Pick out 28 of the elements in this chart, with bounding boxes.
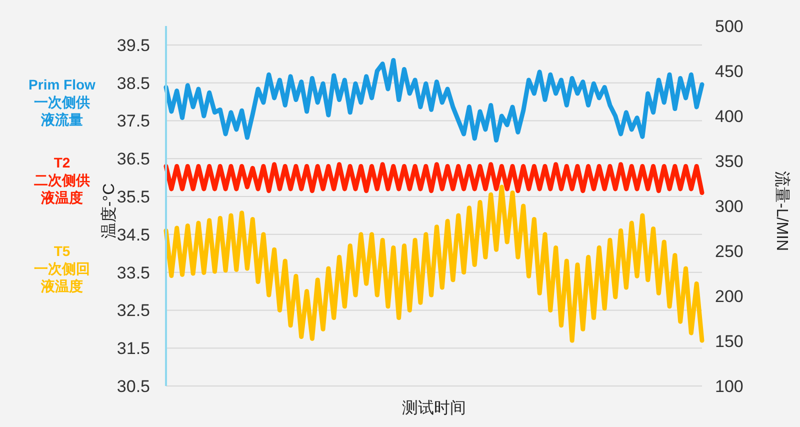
text: T5 一次侧回液温度 [34,242,90,294]
line-series [164,58,704,143]
y2-tick-label: 500 [715,17,744,36]
y-tick-label: 34.5 [116,225,150,244]
y-axis-title: 温度-°C [100,183,118,239]
y-tick-label: 35.5 [116,188,150,207]
line-series [164,184,704,343]
y2-tick-label: 400 [715,107,744,126]
y2-tick-label: 350 [715,152,744,171]
y2-tick-label: 200 [715,287,744,306]
y-tick-label: 33.5 [116,263,150,282]
y-tick-label: 30.5 [116,377,150,396]
y-tick-label: 31.5 [116,339,150,358]
y2-tick-label: 450 [715,62,744,81]
y2-axis-title: 流量-L/MIN [773,171,791,251]
x-axis-title: 测试时间 [402,399,466,417]
y-tick-label: 36.5 [116,150,150,169]
y-tick-label: 37.5 [116,112,150,131]
y-tick-label: 39.5 [116,36,150,55]
y-tick-label: 38.5 [116,74,150,93]
y-tick-label: 32.5 [116,301,150,320]
y2-tick-label: 250 [715,242,744,261]
text: Prim Flow 一次侧供液流量 [28,76,96,128]
y2-tick-label: 150 [715,332,744,351]
y2-tick-label: 300 [715,197,744,216]
y2-tick-label: 100 [715,377,744,396]
text: T2 二次侧供液温度 [34,154,90,206]
line-series [164,162,704,195]
